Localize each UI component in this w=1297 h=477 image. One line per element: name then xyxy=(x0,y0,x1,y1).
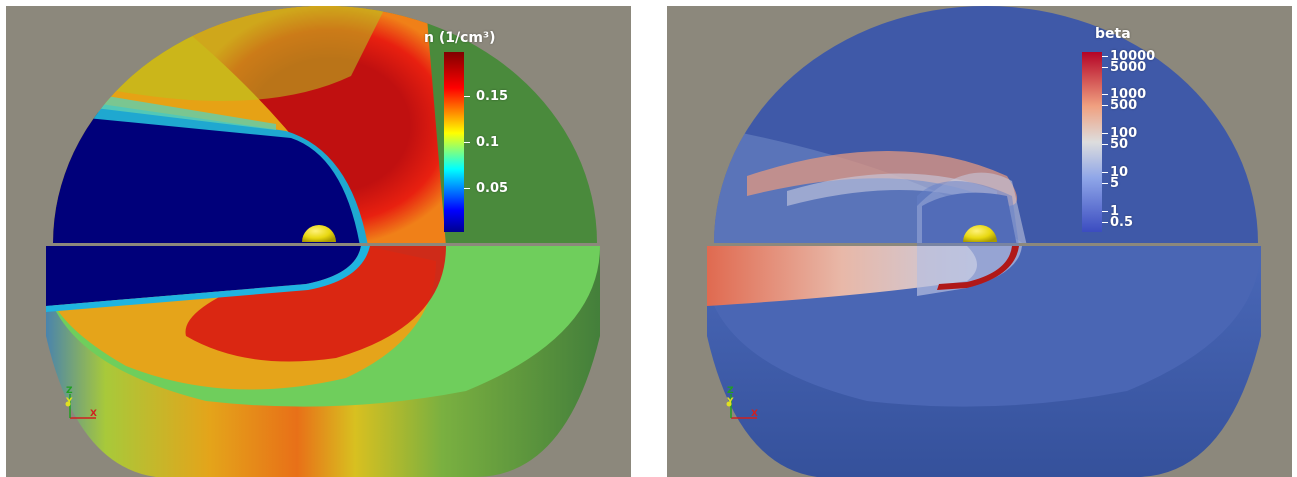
axis-x-label: X xyxy=(751,409,758,419)
axis-y-label: Y xyxy=(66,397,73,407)
colorbar-title: n (1/cm³) xyxy=(424,30,496,46)
colorbar-tick: 1000 xyxy=(1110,87,1147,102)
colorbar-tick: 10 xyxy=(1110,165,1129,180)
density-scene xyxy=(46,6,600,477)
density-back-hemisphere xyxy=(53,6,597,243)
planet-hemisphere xyxy=(302,225,336,242)
colorbar-title: beta xyxy=(1095,26,1131,42)
colorbar-tick: 10000 xyxy=(1110,49,1156,64)
colorbar-tick: 100 xyxy=(1110,126,1138,141)
colorbar-tick: 500 xyxy=(1110,98,1138,113)
density-render-view[interactable]: n (1/cm³) 0.15 0.1 0.05 Z Y X xyxy=(6,6,631,477)
colorbar-tick: 1 xyxy=(1110,204,1120,219)
axis-x-label: X xyxy=(90,409,97,419)
colorbar-tick: 5000 xyxy=(1110,60,1147,75)
colorbar-tick: 0.5 xyxy=(1110,215,1134,230)
beta-scene xyxy=(707,6,1261,477)
axes-triad xyxy=(726,394,757,419)
colorbar-tick: 0.05 xyxy=(476,181,509,196)
density-colorbar xyxy=(444,52,464,232)
colorbar-tick: 0.1 xyxy=(476,135,500,150)
density-cavity xyxy=(46,246,361,306)
colorbar-tick: 50 xyxy=(1110,137,1129,152)
colorbar-tick: 0.15 xyxy=(476,89,509,104)
axis-y-label: Y xyxy=(727,397,734,407)
axes-triad xyxy=(65,394,96,419)
axis-z-label: Z xyxy=(66,386,73,396)
colorbar-tick: 5 xyxy=(1110,176,1120,191)
planet-hemisphere xyxy=(963,225,997,242)
beta-render-view[interactable]: beta 10000 5000 1000 500 100 50 10 5 1 0… xyxy=(667,6,1292,477)
axis-z-label: Z xyxy=(727,386,734,396)
beta-tail-region xyxy=(707,246,977,306)
beta-colorbar xyxy=(1082,52,1102,232)
